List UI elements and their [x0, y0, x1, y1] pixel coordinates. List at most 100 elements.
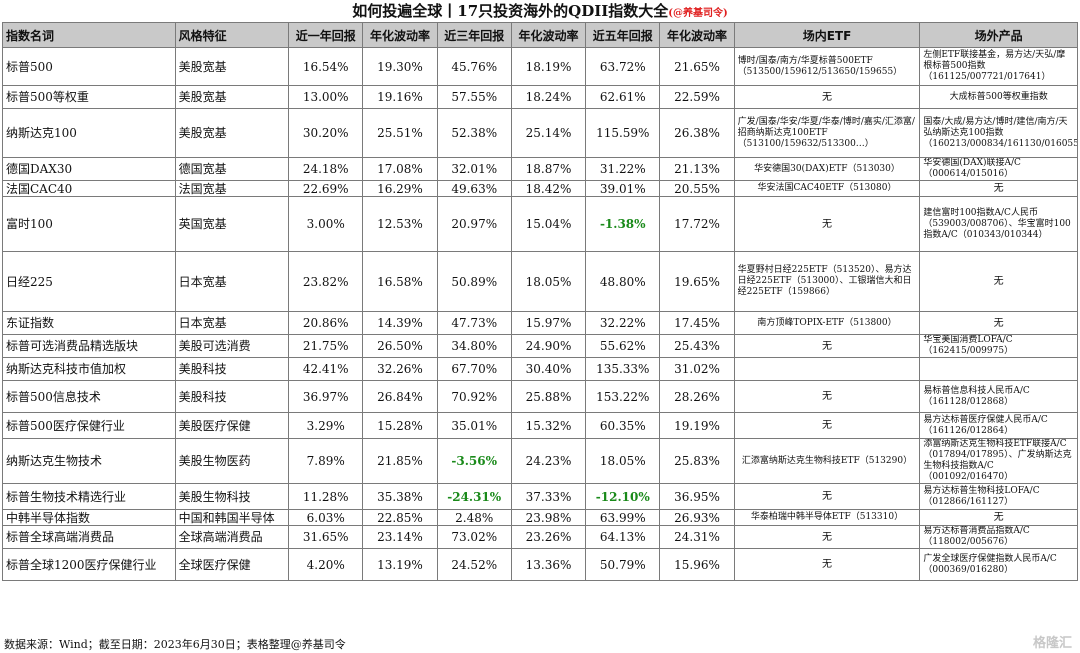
metric-cell: 63.99%	[585, 509, 661, 526]
table-row: 东证指数 日本宽基 20.86% 14.39% 47.73% 15.97% 32.22% 17…	[2, 311, 1078, 335]
metric-cell: 35.38%	[362, 483, 438, 510]
metric-cell: 35.01%	[436, 412, 512, 439]
metric-cell: 50.89%	[436, 251, 512, 312]
metric-cell: 30.40%	[510, 357, 587, 381]
metric-cell: 18.42%	[510, 180, 587, 197]
style-cell: 美股可选消费	[174, 334, 290, 358]
metric-cell: 26.50%	[362, 334, 438, 358]
metric-cell: 24.31%	[659, 525, 735, 549]
style-cell: 美股宽基	[174, 108, 290, 158]
metric-cell: 62.61%	[585, 85, 661, 109]
metric-cell: 26.38%	[659, 108, 735, 158]
metric-cell: 2.48%	[436, 509, 512, 526]
metric-cell: 36.97%	[288, 380, 364, 413]
otc-product-cell: 添富纳斯达克生物科技ETF联接A/C（017894/017895）、广发纳斯达克…	[919, 438, 1078, 484]
metric-cell: 32.01%	[436, 157, 512, 181]
metric-cell: 15.28%	[362, 412, 438, 439]
index-name-cell: 标普500	[2, 47, 176, 86]
metric-cell: 25.14%	[510, 108, 587, 158]
metric-cell: 19.65%	[659, 251, 735, 312]
metric-cell: 16.29%	[362, 180, 438, 197]
header-3y-return: 近三年回报	[436, 22, 512, 48]
otc-product-cell: 易标普信息科技人民币A/C（161128/012868）	[919, 380, 1078, 413]
metric-cell: 24.90%	[510, 334, 587, 358]
metric-cell: 3.00%	[288, 196, 364, 252]
otc-product-cell: 易方达标普医疗保健人民币A/C（161126/012864）	[919, 412, 1078, 439]
etf-cell: 无	[733, 548, 921, 581]
table-row: 纳斯达克100 美股宽基 30.20% 25.51% 52.38% 25.14% 115.5…	[2, 108, 1078, 158]
metric-cell: 73.02%	[436, 525, 512, 549]
metric-cell: 32.26%	[362, 357, 438, 381]
metric-cell: 21.75%	[288, 334, 364, 358]
metric-cell: 20.97%	[436, 196, 512, 252]
etf-cell: 无	[733, 380, 921, 413]
table-row: 标普生物技术精选行业 美股生物科技 11.28% 35.38% -24.31% 37.33…	[2, 483, 1078, 510]
metric-cell: 21.65%	[659, 47, 735, 86]
style-cell: 美股生物科技	[174, 483, 290, 510]
etf-cell: 华夏野村日经225ETF（513520）、易方达日经225ETF（513000）…	[733, 251, 921, 312]
otc-product-cell: 建信富时100指数A/C人民币（539003/008706）、华宝富时100指数…	[919, 196, 1078, 252]
metric-cell: 55.62%	[585, 334, 661, 358]
metric-cell: 21.13%	[659, 157, 735, 181]
table-row: 纳斯达克生物技术 美股生物医药 7.89% 21.85% -3.56% 24.23% 18.…	[2, 438, 1078, 484]
metric-cell: -12.10%	[585, 483, 661, 510]
style-cell: 美股科技	[174, 357, 290, 381]
metric-cell: 25.43%	[659, 334, 735, 358]
metric-cell: 153.22%	[585, 380, 661, 413]
header-5y-return: 近五年回报	[585, 22, 661, 48]
metric-cell: 28.26%	[659, 380, 735, 413]
header-1y-vol: 年化波动率	[362, 22, 438, 48]
metric-cell: 15.32%	[510, 412, 587, 439]
metric-cell: 45.76%	[436, 47, 512, 86]
metric-cell: 22.69%	[288, 180, 364, 197]
index-name-cell: 标普500医疗保健行业	[2, 412, 176, 439]
style-cell: 全球医疗保健	[174, 548, 290, 581]
metric-cell: 23.14%	[362, 525, 438, 549]
table-row: 标普500信息技术 美股科技 36.97% 26.84% 70.92% 25.88% 153…	[2, 380, 1078, 413]
header-5y-vol: 年化波动率	[659, 22, 735, 48]
otc-product-cell: 左侧ETF联接基金，易方达/天弘/摩根标普500指数（161125/007721…	[919, 47, 1078, 86]
index-name-cell: 德国DAX30	[2, 157, 176, 181]
index-name-cell: 中韩半导体指数	[2, 509, 176, 526]
otc-product-cell: 国泰/大成/易方达/博时/建信/南方/天弘纳斯达克100指数（160213/00…	[919, 108, 1078, 158]
metric-cell: 48.80%	[585, 251, 661, 312]
metric-cell: 13.00%	[288, 85, 364, 109]
otc-product-cell: 易方达标普生物科技LOFA/C（012866/161127）	[919, 483, 1078, 510]
metric-cell: 64.13%	[585, 525, 661, 549]
metric-cell: 3.29%	[288, 412, 364, 439]
etf-cell: 无	[733, 85, 921, 109]
style-cell: 美股医疗保健	[174, 412, 290, 439]
etf-cell: 无	[733, 334, 921, 358]
metric-cell: 20.86%	[288, 311, 364, 335]
metric-cell: 17.45%	[659, 311, 735, 335]
table-row: 标普500 美股宽基 16.54% 19.30% 45.76% 18.19% 63.72% 2…	[2, 47, 1078, 86]
index-name-cell: 标普可选消费品精选版块	[2, 334, 176, 358]
index-name-cell: 标普全球1200医疗保健行业	[2, 548, 176, 581]
header-otc: 场外产品	[919, 22, 1078, 48]
style-cell: 英国宽基	[174, 196, 290, 252]
style-cell: 美股科技	[174, 380, 290, 413]
metric-cell: 26.93%	[659, 509, 735, 526]
otc-product-cell: 无	[919, 251, 1078, 312]
header-style: 风格特征	[174, 22, 290, 48]
table-row: 标普500医疗保健行业 美股医疗保健 3.29% 15.28% 35.01% 15.32%…	[2, 412, 1078, 439]
index-name-cell: 日经225	[2, 251, 176, 312]
metric-cell: 16.58%	[362, 251, 438, 312]
header-1y-return: 近一年回报	[288, 22, 364, 48]
metric-cell: 18.24%	[510, 85, 587, 109]
metric-cell: 67.70%	[436, 357, 512, 381]
otc-product-cell: 无	[919, 180, 1078, 197]
otc-product-cell: 华宝美国消费LOFA/C（162415/009975）	[919, 334, 1078, 358]
metric-cell: 19.19%	[659, 412, 735, 439]
metric-cell: 31.65%	[288, 525, 364, 549]
metric-cell: 42.41%	[288, 357, 364, 381]
metric-cell: 17.08%	[362, 157, 438, 181]
metric-cell: 30.20%	[288, 108, 364, 158]
index-name-cell: 标普500信息技术	[2, 380, 176, 413]
metric-cell: 23.26%	[510, 525, 587, 549]
metric-cell: 60.35%	[585, 412, 661, 439]
style-cell: 美股宽基	[174, 85, 290, 109]
table-row: 中韩半导体指数 中国和韩国半导体 6.03% 22.85% 2.48% 23.98% 63.…	[2, 509, 1078, 526]
table-row: 标普500等权重 美股宽基 13.00% 19.16% 57.55% 18.24% 62.6…	[2, 85, 1078, 109]
header-index-name: 指数名词	[2, 22, 176, 48]
